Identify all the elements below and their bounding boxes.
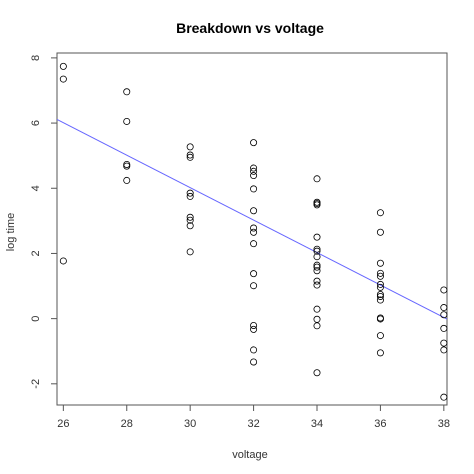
data-point [376,209,384,217]
data-point [440,393,448,401]
data-point [123,162,131,170]
data-point [376,272,384,280]
fit-line-layer [57,118,447,320]
data-point [376,269,384,277]
data-point [313,277,321,285]
data-point [376,280,384,288]
y-tick-label: -2 [30,379,42,389]
x-tick-label: 38 [438,418,450,430]
y-tick-label: 2 [30,250,42,256]
x-tick-label: 36 [374,418,386,430]
regression-line [57,118,447,320]
data-point [313,267,321,275]
data-point [313,263,321,271]
data-point [376,296,384,304]
data-point [313,253,321,261]
data-point [186,213,194,221]
data-point [250,325,258,333]
data-point [313,201,321,209]
x-tick-label: 30 [184,418,196,430]
data-point [186,192,194,200]
data-point [186,189,194,197]
data-point [123,117,131,125]
y-axis-label: log time [5,213,17,252]
data-point [313,305,321,313]
data-point [440,286,448,294]
data-point [59,62,67,70]
data-point [186,248,194,256]
data-point [440,304,448,312]
data-point [250,321,258,329]
y-axis: -2 0 2 4 6 8 [30,55,57,389]
points-layer [59,62,448,401]
data-point [59,257,67,265]
data-point [123,176,131,184]
x-tick-label: 28 [121,418,133,430]
y-tick-label: 4 [30,185,42,191]
data-point [186,151,194,159]
data-point [250,224,258,232]
data-point [376,291,384,299]
data-point [313,281,321,289]
x-axis-label: voltage [232,449,267,461]
data-point [250,358,258,366]
data-point [313,245,321,253]
data-point [440,324,448,332]
data-point [313,175,321,183]
data-point [123,160,131,168]
data-point [123,88,131,96]
y-tick-label: 6 [30,120,42,126]
data-point [376,292,384,300]
data-point [440,346,448,354]
x-axis: 26 28 30 32 34 36 38 [57,405,450,430]
y-tick-label: 8 [30,55,42,61]
data-point [250,139,258,147]
plot-frame [56,52,448,406]
data-point [59,75,67,83]
x-tick-label: 32 [247,418,259,430]
data-point [440,311,448,319]
data-point [376,283,384,291]
data-point [376,228,384,236]
chart-title: Breakdown vs voltage [176,20,324,36]
data-point [186,216,194,224]
data-point [250,207,258,215]
data-point [250,270,258,278]
data-point [376,349,384,357]
data-point [376,315,384,323]
data-point [250,240,258,248]
data-point [186,222,194,230]
data-point [313,233,321,241]
x-tick-label: 34 [311,418,323,430]
data-point [250,164,258,172]
data-point [376,259,384,267]
data-point [313,369,321,377]
data-point [313,247,321,255]
y-tick-label: 0 [30,316,42,322]
data-point [250,172,258,180]
data-point [313,315,321,323]
x-tick-label: 26 [57,418,69,430]
data-point [186,143,194,151]
data-point [250,185,258,193]
data-point [313,322,321,330]
data-point [186,153,194,161]
data-point [376,332,384,340]
data-point [313,261,321,269]
data-point [250,282,258,290]
data-point [250,346,258,354]
data-point [440,339,448,347]
data-point [250,167,258,175]
data-point [250,228,258,236]
